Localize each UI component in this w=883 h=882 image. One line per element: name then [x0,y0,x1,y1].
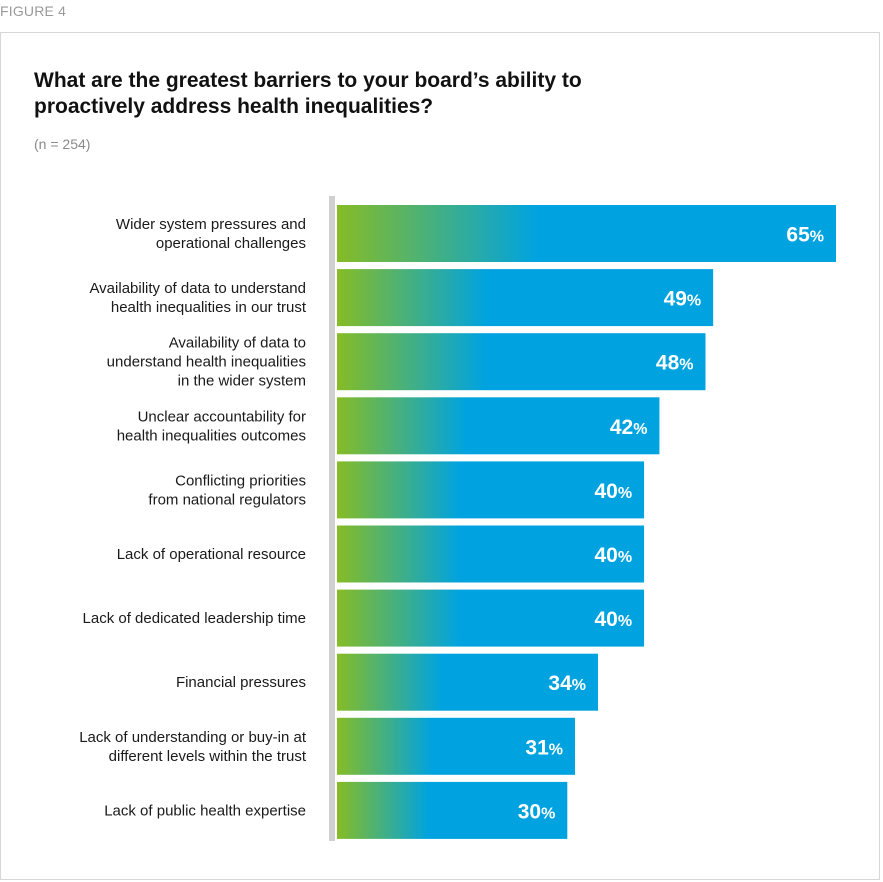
bar-value-label: 65% [786,224,824,247]
category-label-line: Unclear accountability for [138,408,306,425]
category-label-line: health inequalities outcomes [117,427,306,444]
bar-value-unit: % [687,293,701,310]
category-label: Financial pressures [176,674,306,691]
bar-value-number: 42 [610,416,633,439]
category-label-line: Conflicting priorities [175,472,306,489]
category-label-line: Wider system pressures and [116,216,306,233]
bar-value-unit: % [633,421,647,438]
category-label: Conflicting priorities from national regu… [148,472,306,508]
category-label: Unclear accountability for health inequal… [117,408,306,444]
category-label-line: health inequalities in our trust [111,299,307,316]
category-axis-line [329,196,335,841]
bar-value-unit: % [549,741,563,758]
bar [337,525,645,583]
chart-subtitle: (n = 254) [34,136,91,152]
category-label-line: understand health inequalities [107,354,306,371]
bar [337,205,836,262]
category-label: Lack of operational resource [117,546,306,563]
bar [337,589,645,647]
category-label-line: operational challenges [156,235,306,252]
category-label-line: Lack of dedicated leadership time [83,610,306,627]
bar-value-label: 30% [518,800,556,823]
bar-value-number: 40 [594,608,617,631]
category-label-line: Financial pressures [176,674,306,691]
bar [337,717,575,775]
bar-value-unit: % [618,613,632,630]
category-label-line: Lack of operational resource [117,546,306,563]
bar-value-unit: % [679,357,693,374]
bar-value-number: 49 [664,288,687,311]
category-label: Wider system pressures and operational ch… [116,216,306,252]
category-label-line: different levels within the trust [109,748,307,765]
bar-value-number: 34 [548,672,572,695]
category-label-line: Availability of data to [169,335,306,352]
category-label: Lack of public health expertise [104,802,306,819]
bar-value-unit: % [618,485,632,502]
bar [337,397,660,455]
bar-value-number: 31 [525,736,549,759]
bar-value-number: 40 [594,480,617,503]
bar-value-number: 40 [594,544,617,567]
bar [337,781,568,839]
category-label: Lack of dedicated leadership time [83,610,306,627]
bar [337,653,599,711]
bar-value-label: 40% [594,544,632,567]
chart-title: What are the greatest barriers to your b… [34,69,582,118]
category-label: Lack of understanding or buy-in at differ… [79,729,307,765]
bar-value-unit: % [810,229,824,246]
bar-value-label: 34% [548,672,586,695]
category-label-line: Lack of understanding or buy-in at [79,729,307,746]
bar-value-label: 49% [664,288,702,311]
bar-value-label: 40% [594,480,632,503]
bar-value-label: 48% [656,352,694,375]
bar-value-unit: % [618,549,632,566]
bar-value-number: 30 [518,800,541,823]
figure-label: FIGURE 4 [0,3,67,19]
bar-value-label: 31% [525,736,563,759]
category-label: Availability of data to understand health… [107,335,306,390]
bar [337,461,645,519]
category-label: Availability of data to understand health… [89,280,306,316]
category-label-line: in the wider system [178,373,306,390]
bar [337,269,714,327]
bar-value-unit: % [572,677,586,694]
bar-value-number: 48 [656,352,680,375]
bar-value-label: 42% [610,416,648,439]
category-label-line: Availability of data to understand [89,280,306,297]
bar [337,333,706,391]
bar-value-number: 65 [786,224,810,247]
category-label-line: from national regulators [148,491,306,508]
bar-value-unit: % [541,805,555,822]
bar-value-label: 40% [594,608,632,631]
bars-group: 65% Wider system pressures and operational… [79,205,836,839]
category-label-line: Lack of public health expertise [104,802,306,819]
